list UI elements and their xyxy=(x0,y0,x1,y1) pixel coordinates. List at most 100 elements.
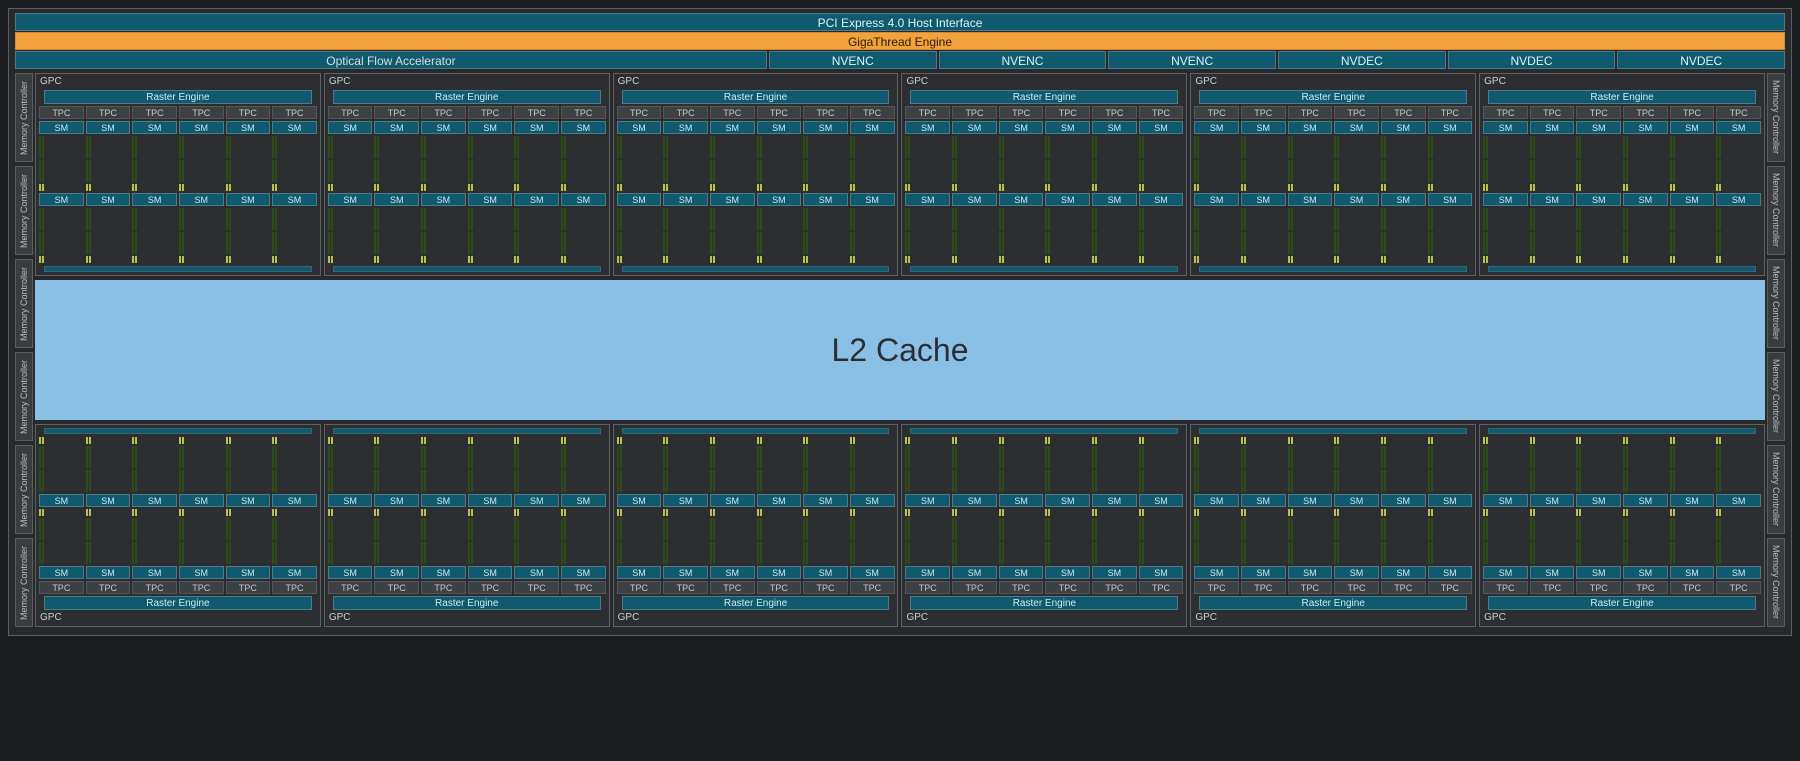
cuda-cores xyxy=(999,232,1001,254)
core-pair xyxy=(561,509,606,516)
tpc-label: TPC xyxy=(1530,581,1575,594)
core-pair xyxy=(617,542,662,564)
core-pair xyxy=(952,542,997,564)
core-pair xyxy=(1381,470,1426,492)
cuda-cores xyxy=(421,208,423,230)
core-pair xyxy=(850,160,895,182)
core-pair xyxy=(1241,184,1286,191)
cuda-cores xyxy=(135,232,137,254)
cuda-cores xyxy=(760,160,762,182)
sm-label-row: SMSMSMSMSMSM xyxy=(616,566,896,579)
tensor-core-row xyxy=(327,256,607,263)
tensor-cores xyxy=(132,437,134,444)
core-pair xyxy=(1092,184,1137,191)
core-pair xyxy=(1194,437,1239,444)
cuda-core-row xyxy=(1482,446,1762,468)
core-pair xyxy=(952,256,997,263)
cuda-cores xyxy=(1626,542,1628,564)
tpc-label: TPC xyxy=(421,581,466,594)
core-pair xyxy=(710,446,755,468)
core-pair xyxy=(1530,184,1575,191)
tensor-cores xyxy=(955,509,957,516)
tensor-cores xyxy=(1384,437,1386,444)
cuda-core-row xyxy=(327,518,607,540)
sm-label: SM xyxy=(226,121,271,134)
cuda-cores xyxy=(89,160,91,182)
cuda-cores xyxy=(182,470,184,492)
core-pair xyxy=(1381,509,1426,516)
cuda-cores xyxy=(1197,160,1199,182)
sm-label: SM xyxy=(1092,193,1137,206)
tensor-cores xyxy=(908,509,910,516)
sm-label: SM xyxy=(1428,566,1473,579)
tensor-cores xyxy=(1334,437,1336,444)
cuda-cores xyxy=(1623,232,1625,254)
tensor-cores xyxy=(331,437,333,444)
core-pair xyxy=(179,446,224,468)
cuda-cores xyxy=(1194,542,1196,564)
cuda-core-row xyxy=(616,136,896,158)
tensor-cores xyxy=(1670,509,1672,516)
core-pair xyxy=(999,208,1044,230)
core-pair xyxy=(1623,160,1668,182)
core-pair xyxy=(1092,208,1137,230)
tpc-label: TPC xyxy=(1381,581,1426,594)
core-pair xyxy=(757,208,802,230)
cuda-cores xyxy=(1579,446,1581,468)
core-pair xyxy=(1428,208,1473,230)
sm-label: SM xyxy=(1288,494,1333,507)
cuda-cores xyxy=(1045,136,1047,158)
cuda-cores xyxy=(135,470,137,492)
cuda-cores xyxy=(617,518,619,540)
sm-label: SM xyxy=(952,193,997,206)
tensor-cores xyxy=(1244,256,1246,263)
cuda-cores xyxy=(1337,136,1339,158)
cuda-cores xyxy=(955,136,957,158)
tensor-cores xyxy=(713,184,715,191)
core-pair xyxy=(710,518,755,540)
tensor-cores xyxy=(1048,509,1050,516)
cuda-cores xyxy=(132,136,134,158)
cuda-cores xyxy=(132,446,134,468)
sm-label-row: SMSMSMSMSMSM xyxy=(1193,566,1473,579)
core-pair xyxy=(86,542,131,564)
core-pair xyxy=(1334,437,1379,444)
cuda-cores xyxy=(377,160,379,182)
polymorph-engine-bar xyxy=(1199,428,1467,434)
tensor-cores xyxy=(1428,256,1430,263)
core-pair xyxy=(86,470,131,492)
cuda-cores xyxy=(1241,160,1243,182)
cuda-cores xyxy=(908,136,910,158)
core-pair xyxy=(710,136,755,158)
tensor-cores xyxy=(1626,256,1628,263)
sm-label: SM xyxy=(1716,566,1761,579)
cuda-cores xyxy=(1139,160,1141,182)
core-pair xyxy=(1241,542,1286,564)
core-pair xyxy=(226,446,271,468)
core-pair xyxy=(272,509,317,516)
cuda-cores xyxy=(135,518,137,540)
cuda-cores xyxy=(1197,136,1199,158)
tensor-cores xyxy=(272,184,274,191)
core-pair xyxy=(1045,437,1090,444)
sm-label-row: SMSMSMSMSMSM xyxy=(1482,494,1762,507)
tensor-cores xyxy=(1384,509,1386,516)
cuda-cores xyxy=(564,470,566,492)
core-pair xyxy=(1530,518,1575,540)
tensor-cores xyxy=(517,256,519,263)
core-pair xyxy=(1045,208,1090,230)
cuda-cores xyxy=(135,208,137,230)
cuda-cores xyxy=(229,542,231,564)
cuda-cores xyxy=(1623,160,1625,182)
sm-label: SM xyxy=(999,121,1044,134)
tensor-cores xyxy=(803,184,805,191)
tensor-cores xyxy=(1486,184,1488,191)
core-pair xyxy=(272,518,317,540)
tensor-cores xyxy=(226,184,228,191)
tensor-cores xyxy=(275,437,277,444)
cuda-cores xyxy=(1142,542,1144,564)
tensor-cores xyxy=(1337,509,1339,516)
cuda-cores xyxy=(328,232,330,254)
tpc-label: TPC xyxy=(1092,106,1137,119)
sm-label: SM xyxy=(374,121,419,134)
